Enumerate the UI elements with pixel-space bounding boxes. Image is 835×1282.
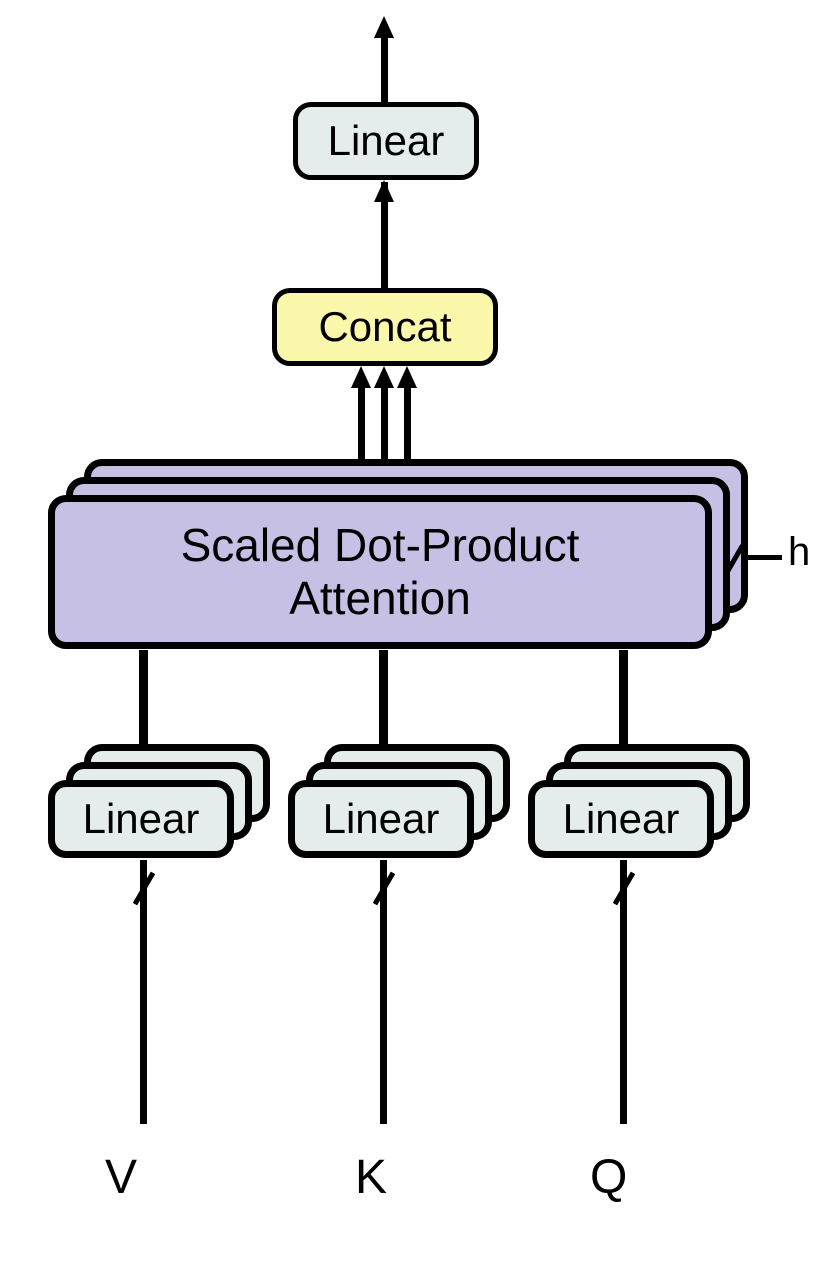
- input-label-q: Q: [590, 1150, 627, 1205]
- attention-label-l1: Scaled Dot-Product: [181, 519, 580, 572]
- diagram-canvas: Linear Concat Scaled Dot-Product Attenti…: [0, 0, 835, 1282]
- input-line-v: [140, 860, 147, 1124]
- input-label-k: K: [355, 1150, 387, 1205]
- arrow-attn-concat-3: [404, 386, 411, 460]
- arrow-concat-linear-head: [374, 180, 394, 202]
- arrow-output-head: [374, 16, 394, 38]
- linear-top-box: Linear: [293, 102, 479, 180]
- concat-box: Concat: [272, 288, 498, 366]
- attention-box-front: Scaled Dot-Product Attention: [48, 495, 712, 649]
- arrow-attn-concat-2-head: [374, 366, 394, 388]
- arrow-attn-concat-1-head: [351, 366, 371, 388]
- h-tick: [748, 555, 782, 560]
- linear-v-label: Linear: [83, 795, 200, 843]
- linear-top-label: Linear: [328, 117, 445, 165]
- arrow-concat-linear: [381, 200, 388, 288]
- arrow-output: [381, 34, 388, 102]
- linear-k-label: Linear: [323, 795, 440, 843]
- linear-q-label: Linear: [563, 795, 680, 843]
- attention-label-l2: Attention: [289, 572, 471, 625]
- input-line-q: [620, 860, 627, 1124]
- concat-label: Concat: [318, 303, 451, 351]
- input-line-k: [380, 860, 387, 1124]
- linear-k-front: Linear: [288, 780, 474, 858]
- input-label-v: V: [105, 1150, 137, 1205]
- arrow-attn-concat-3-head: [397, 366, 417, 388]
- h-label: h: [788, 530, 810, 575]
- linear-q-front: Linear: [528, 780, 714, 858]
- linear-v-front: Linear: [48, 780, 234, 858]
